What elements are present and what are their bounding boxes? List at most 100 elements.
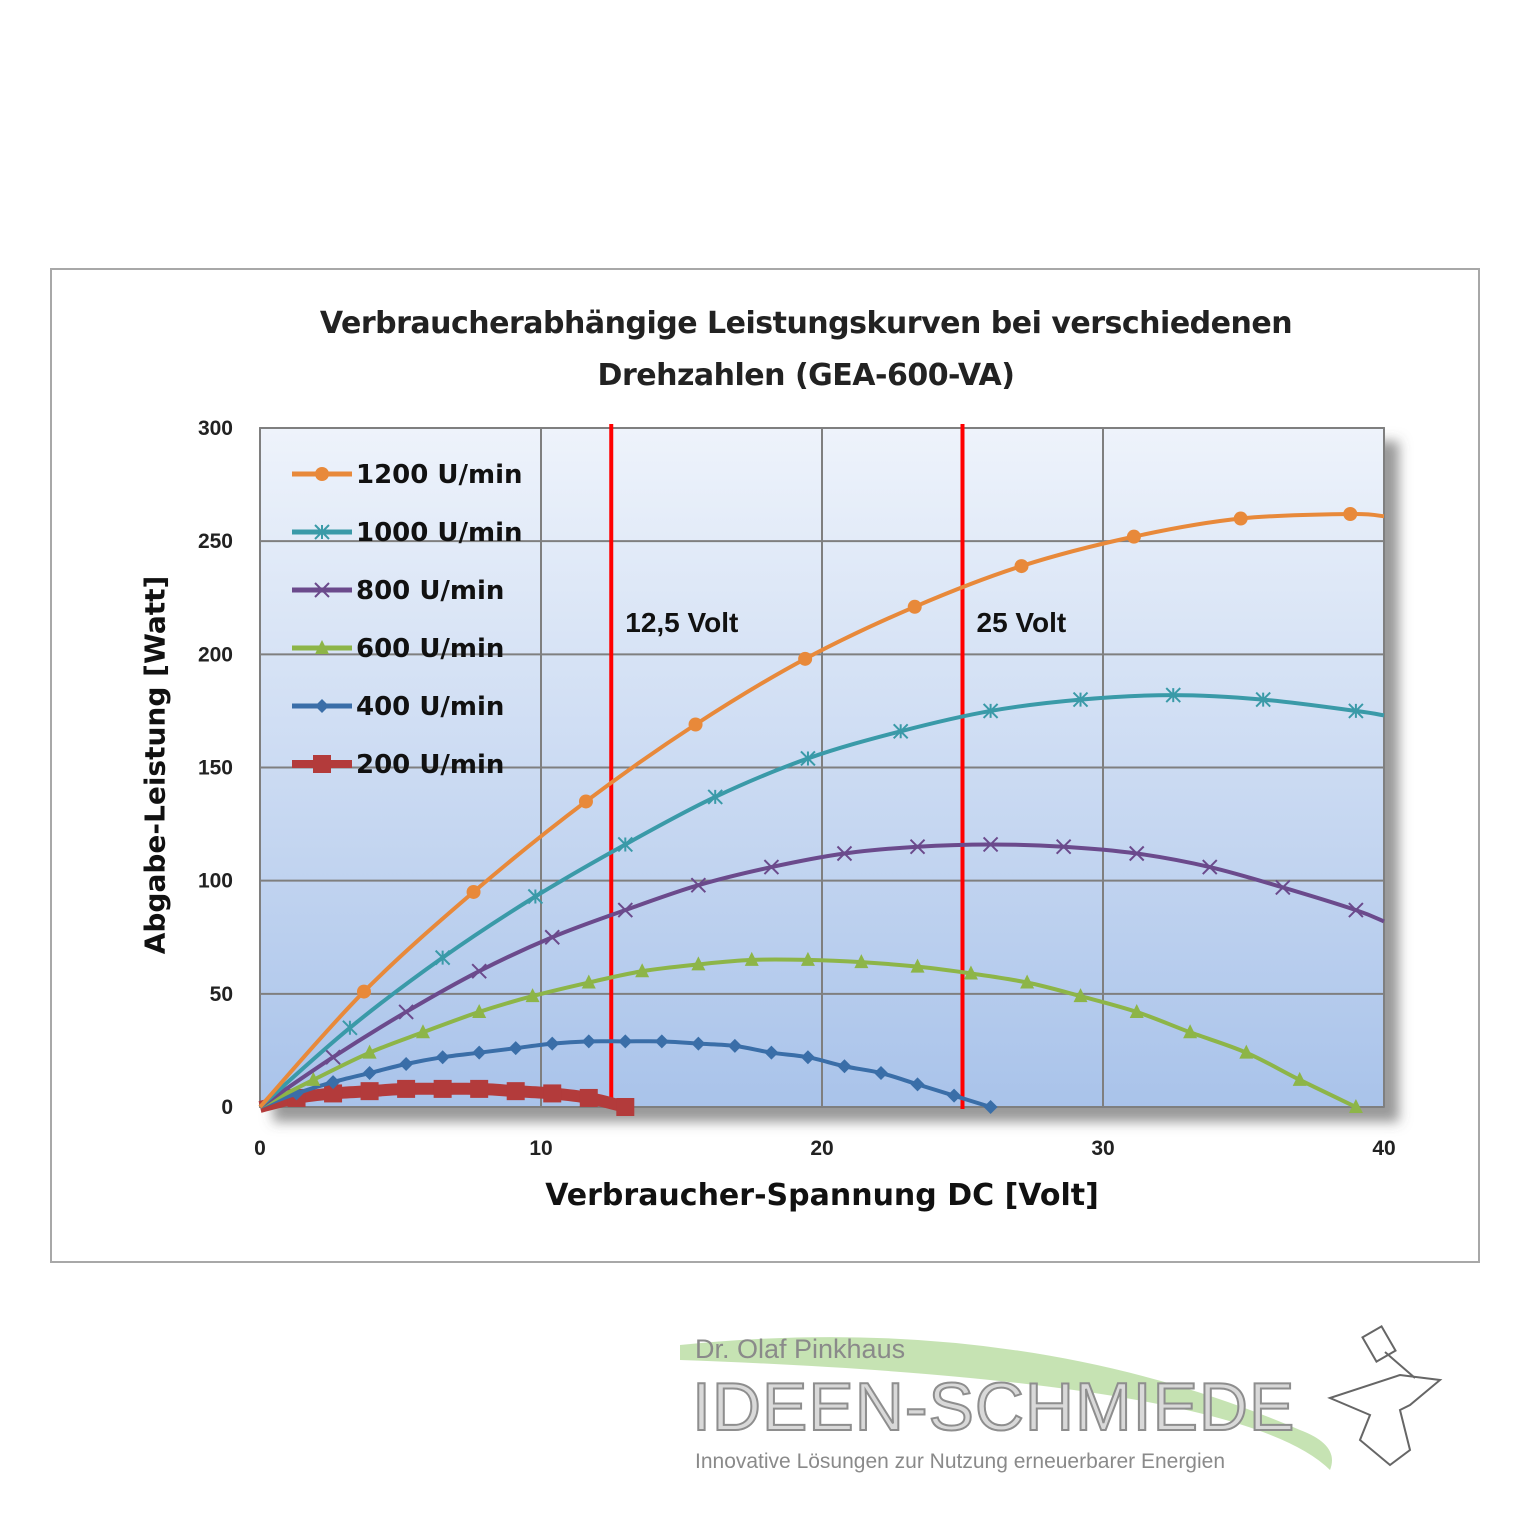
marker-x (398, 1004, 414, 1020)
legend-item: 600 U/min (292, 634, 504, 664)
series-line (258, 842, 1385, 1109)
chart-title: Verbraucherabhängige Leistungskurven bei… (0, 298, 1532, 402)
marker-circle (578, 794, 593, 809)
y-tick-label: 200 (198, 643, 233, 666)
marker-asterisk (1255, 691, 1271, 708)
marker-diamond (800, 1050, 815, 1065)
marker-circle (315, 467, 329, 481)
marker-triangle (744, 951, 759, 966)
marker-asterisk (434, 949, 451, 966)
marker-asterisk (1348, 703, 1364, 719)
chart-title-line-1: Verbraucherabhängige Leistungskurven bei… (319, 306, 1293, 341)
marker-diamond (764, 1045, 779, 1060)
marker-triangle (800, 951, 815, 966)
marker-asterisk (342, 1020, 358, 1036)
marker-x (617, 902, 634, 918)
marker-diamond (727, 1038, 742, 1053)
marker-x (325, 1049, 341, 1065)
marker-square (616, 1098, 635, 1116)
marker-diamond (947, 1088, 962, 1103)
reference-line-label: 12,5 Volt (625, 607, 738, 638)
marker-square (543, 1084, 562, 1103)
x-tick-label: 30 (1091, 1137, 1114, 1160)
marker-square (324, 1084, 343, 1103)
marker-diamond (983, 1100, 998, 1114)
marker-asterisk (707, 789, 723, 805)
y-tick-label: 50 (210, 983, 233, 1006)
gridlines (259, 427, 1385, 1108)
marker-diamond (362, 1066, 377, 1081)
y-tick-label: 150 (198, 757, 233, 780)
marker-circle (907, 599, 922, 614)
marker-diamond (315, 699, 329, 713)
series-400 (259, 1034, 998, 1114)
legend-item: 400 U/min (292, 692, 504, 722)
y-tick-label: 0 (221, 1096, 233, 1119)
marker-circle (1014, 559, 1029, 574)
annotation-lines: 12,5 Volt 25 Volt (609, 424, 1067, 1109)
series-800 (258, 836, 1385, 1109)
marker-asterisk (527, 888, 544, 905)
marker-diamond (581, 1034, 596, 1049)
marker-x (1348, 902, 1364, 918)
legend-label: 1000 U/min (356, 518, 523, 548)
legend-item: 1200 U/min (292, 460, 523, 490)
marker-square (579, 1088, 598, 1107)
marker-circle (798, 651, 813, 666)
series-group (258, 507, 1385, 1116)
marker-x (314, 582, 330, 598)
marker-triangle (1073, 988, 1088, 1003)
marker-diamond (472, 1045, 487, 1060)
y-axis-label: Abgabe-Leistung [Watt] (138, 575, 172, 955)
marker-diamond (435, 1050, 450, 1065)
series-1000 (258, 687, 1385, 1109)
x-tick-label: 40 (1372, 1137, 1395, 1160)
marker-circle (466, 884, 481, 899)
anvil-hammer-icon (1327, 1325, 1443, 1467)
legend-label: 800 U/min (356, 576, 504, 606)
legend-item: 200 U/min (292, 750, 504, 780)
marker-triangle (306, 1071, 321, 1086)
marker-x (1275, 879, 1291, 896)
marker-diamond (618, 1034, 633, 1049)
marker-triangle (963, 965, 978, 980)
marker-asterisk (314, 524, 330, 540)
marker-diamond (654, 1034, 669, 1049)
marker-triangle (1129, 1003, 1144, 1018)
legend-label: 600 U/min (356, 634, 504, 664)
marker-triangle (691, 956, 706, 971)
marker-diamond (874, 1066, 889, 1081)
marker-square (506, 1082, 525, 1101)
marker-circle (356, 984, 371, 999)
marker-asterisk (1072, 691, 1089, 708)
marker-triangle (362, 1044, 377, 1059)
y-tick-label: 250 (198, 530, 233, 553)
x-tick-label: 10 (529, 1137, 552, 1160)
marker-x (1129, 845, 1145, 862)
marker-diamond (399, 1056, 414, 1071)
marker-x (836, 845, 853, 862)
marker-triangle (1020, 974, 1035, 989)
marker-asterisk (1165, 687, 1181, 703)
marker-diamond (837, 1059, 852, 1074)
marker-x (1202, 859, 1218, 875)
marker-x (471, 963, 487, 979)
marker-triangle (1183, 1024, 1198, 1039)
series-200 (258, 1079, 635, 1116)
logo-brand: IDEEN-SCHMIEDE (691, 1368, 1296, 1446)
marker-circle (1343, 507, 1358, 522)
marker-circle (688, 717, 703, 732)
marker-triangle (1348, 1099, 1363, 1113)
marker-diamond (508, 1041, 523, 1056)
marker-x (690, 877, 707, 893)
legend-item: 800 U/min (292, 576, 504, 606)
chart-title-line-2: Drehzahlen (GEA-600-VA) (597, 358, 1015, 393)
logo-swoosh (680, 1325, 1443, 1470)
reference-line-label: 25 Volt (977, 607, 1067, 638)
marker-triangle (635, 963, 650, 978)
marker-diamond (910, 1077, 925, 1092)
marker-triangle (472, 1003, 487, 1018)
marker-circle (1233, 511, 1248, 526)
marker-x (982, 836, 999, 853)
